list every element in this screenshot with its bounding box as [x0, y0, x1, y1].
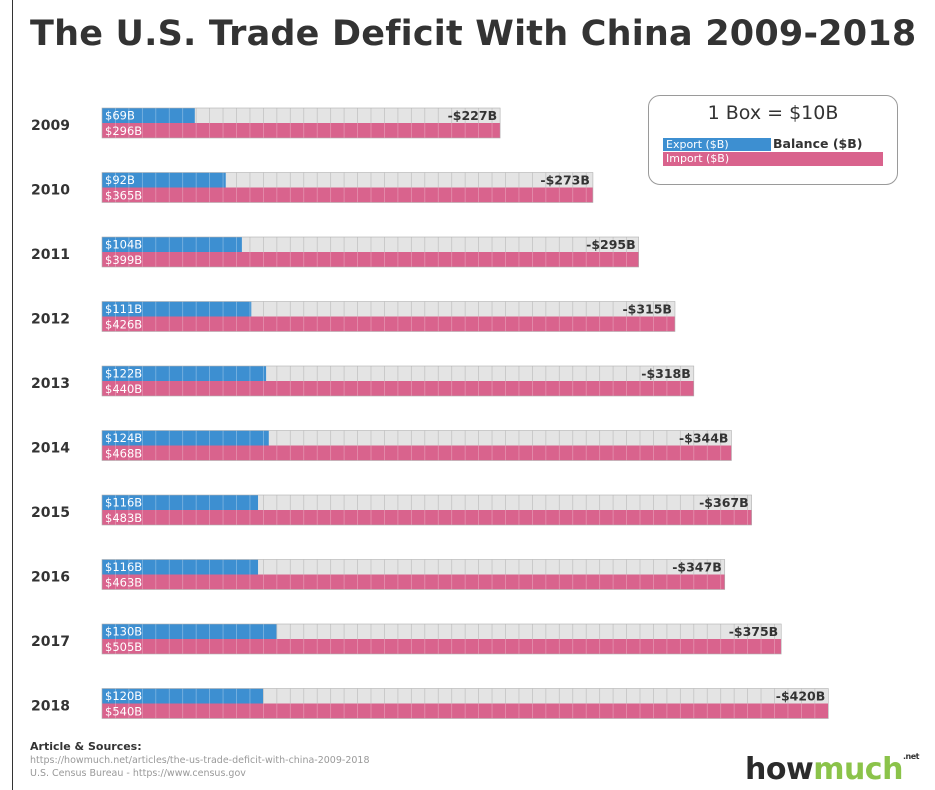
bar-group-2017: 2017 $130B$505B -$375B — [31, 623, 782, 655]
bar-outline-2017 — [101, 623, 782, 655]
year-label-2009: 2009 — [31, 118, 70, 134]
year-label-2013: 2013 — [31, 376, 70, 392]
export-value-label-2015: $116B — [105, 496, 142, 510]
year-label-2012: 2012 — [31, 312, 70, 328]
import-value-label-2010: $365B — [105, 189, 142, 203]
balance-value-label-2012: -$315B — [622, 302, 672, 317]
year-label-2010: 2010 — [31, 183, 70, 199]
import-bar-2018 — [102, 703, 829, 719]
year-label-2017: 2017 — [31, 634, 70, 650]
legend: 1 Box = $10B Export ($B) Balance ($B) Im… — [648, 95, 898, 185]
import-value-label-2014: $468B — [105, 447, 142, 461]
bar-outline-2010 — [101, 172, 594, 203]
bar-group-2016: 2016 $116B $463B -$347B — [31, 559, 726, 590]
import-value-label-2015: $483B — [105, 511, 142, 525]
balance-track-2015 — [102, 495, 752, 510]
import-bar-2014 — [102, 445, 732, 461]
export-value-label-2013: $122B — [105, 367, 142, 381]
legend-export-swatch: Export ($B) — [663, 138, 771, 151]
export-value-label-2009: $69B — [105, 109, 135, 123]
bar-outline-2012 — [101, 301, 676, 332]
import-bar-2009 — [102, 123, 501, 138]
bar-group-2013: 2013 $122B$440B -$318B — [31, 365, 695, 397]
import-bar-2015 — [102, 510, 752, 525]
legend-scale-note: 1 Box = $10B — [707, 102, 839, 124]
bar-group-2015: 2015 $116B$483B -$367B — [31, 494, 752, 526]
import-bar-2013 — [102, 381, 694, 396]
import-value-label-2017: $505B — [105, 640, 142, 654]
balance-value-label-2014: -$344B — [679, 431, 729, 446]
export-bar-2016 — [102, 559, 259, 575]
bar-group-2012: 2012 $111B $426B -$315B — [31, 301, 676, 332]
source-census-url: U.S. Census Bureau - https://www.census.… — [30, 768, 246, 779]
import-bar-2010 — [102, 187, 593, 203]
bar-group-2018: 2018 $120B $540B -$420B — [31, 688, 829, 719]
import-bar-2011 — [102, 252, 639, 267]
export-bar-2013 — [102, 366, 267, 381]
export-bar-2009 — [102, 108, 195, 123]
year-label-2014: 2014 — [31, 441, 70, 457]
bar-outline-2014 — [101, 430, 732, 461]
legend-balance-label: Balance ($B) — [773, 136, 863, 151]
left-border-rule — [12, 0, 13, 790]
export-bar-2010 — [102, 172, 226, 188]
year-label-2018: 2018 — [31, 699, 70, 715]
export-value-label-2014: $124B — [105, 431, 142, 445]
import-bar-2016 — [102, 574, 725, 590]
export-value-label-2016: $116B — [105, 560, 142, 574]
bar-outline-2018 — [101, 688, 829, 719]
balance-value-label-2016: -$347B — [672, 560, 722, 575]
source-article-url: https://howmuch.net/articles/the-us-trad… — [30, 755, 370, 766]
balance-value-label-2018: -$420B — [776, 689, 826, 704]
export-value-label-2018: $120B — [105, 689, 142, 703]
export-value-label-2012: $111B — [105, 302, 142, 316]
export-value-label-2011: $104B — [105, 238, 142, 252]
export-value-label-2017: $130B — [105, 625, 142, 639]
bar-outline-2016 — [101, 559, 726, 590]
bar-outline-2011 — [101, 236, 639, 268]
legend-import-swatch: Import ($B) — [663, 152, 883, 166]
bar-outline-2015 — [101, 494, 752, 526]
sources-heading: Article & Sources: — [30, 740, 142, 753]
balance-value-label-2011: -$295B — [586, 237, 636, 252]
sources-block: Article & Sources: https://howmuch.net/a… — [30, 740, 370, 779]
balance-value-label-2009: -$227B — [448, 108, 498, 123]
export-bar-2014 — [102, 430, 269, 446]
balance-value-label-2015: -$367B — [699, 495, 749, 510]
balance-value-label-2010: -$273B — [540, 173, 590, 188]
bar-group-2009: 2009 $69B$296B -$227B — [31, 107, 501, 139]
year-label-2016: 2016 — [31, 570, 70, 586]
export-bar-2018 — [102, 688, 264, 704]
import-value-label-2018: $540B — [105, 705, 142, 719]
import-value-label-2016: $463B — [105, 576, 142, 590]
export-bar-2012 — [102, 301, 252, 317]
import-value-label-2009: $296B — [105, 124, 142, 138]
import-bar-2017 — [102, 639, 782, 654]
bar-group-2011: 2011 $104B$399B -$295B — [31, 236, 639, 268]
year-label-2011: 2011 — [31, 247, 70, 263]
logo-part-how: how — [745, 752, 814, 787]
logo-suffix: .net — [902, 752, 919, 761]
bar-group-2010: 2010 $92B $365B -$273B — [31, 172, 594, 203]
page-title: The U.S. Trade Deficit With China 2009-2… — [30, 14, 917, 54]
howmuch-logo: howmuch.net — [745, 752, 919, 787]
bar-group-2014: 2014 $124B $468B -$344B — [31, 430, 732, 461]
import-value-label-2011: $399B — [105, 253, 142, 267]
year-label-2015: 2015 — [31, 505, 70, 521]
export-bar-2015 — [102, 495, 259, 510]
export-value-label-2010: $92B — [105, 173, 135, 187]
import-bar-2012 — [102, 316, 675, 332]
import-value-label-2013: $440B — [105, 382, 142, 396]
balance-value-label-2017: -$375B — [729, 624, 779, 639]
bar-outline-2013 — [101, 365, 695, 397]
balance-value-label-2013: -$318B — [641, 366, 691, 381]
balance-track-2009 — [102, 108, 501, 123]
bar-outline-2009 — [101, 107, 501, 139]
export-bar-2017 — [102, 624, 277, 639]
import-value-label-2012: $426B — [105, 318, 142, 332]
export-bar-2011 — [102, 237, 242, 252]
logo-part-much: much — [813, 752, 903, 787]
